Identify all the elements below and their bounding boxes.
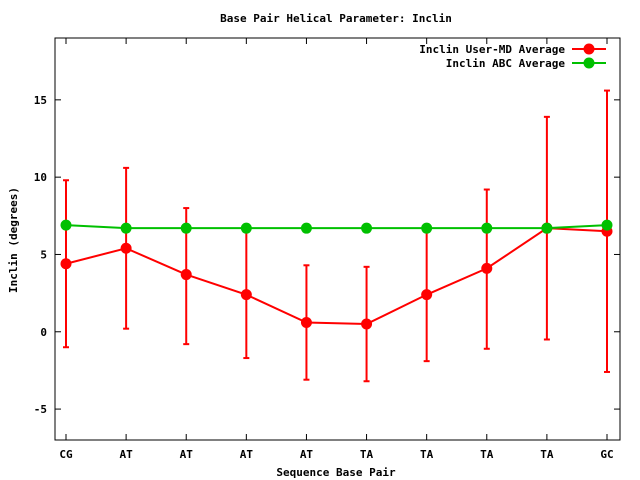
x-tick-label: AT [119, 448, 133, 461]
series-1 [60, 89, 613, 383]
x-tick-label: TA [540, 448, 554, 461]
y-tick-label: 0 [40, 326, 47, 339]
legend-marker [583, 43, 595, 55]
data-point [481, 262, 493, 274]
data-point [60, 258, 72, 270]
data-point [60, 219, 72, 231]
x-tick-label: AT [300, 448, 314, 461]
data-point [180, 222, 192, 234]
x-tick-label: TA [360, 448, 374, 461]
plot-frame [54, 37, 621, 441]
series-line [65, 224, 608, 230]
data-point [180, 269, 192, 281]
data-point [421, 289, 433, 301]
data-point [240, 222, 252, 234]
y-tick-label: -5 [34, 403, 47, 416]
x-tick-label: GC [600, 448, 613, 461]
x-axis-label: Sequence Base Pair [276, 466, 396, 479]
legend-label: Inclin ABC Average [446, 57, 566, 70]
x-tick-label: AT [180, 448, 194, 461]
series-line [65, 227, 608, 326]
data-point [361, 222, 373, 234]
data-point [601, 219, 613, 231]
data-point [240, 289, 252, 301]
y-axis-label: Inclin (degrees) [7, 187, 20, 293]
chart-title: Base Pair Helical Parameter: Inclin [220, 12, 452, 25]
data-point [300, 316, 312, 328]
y-tick-label: 15 [34, 94, 47, 107]
series-layer [60, 89, 613, 383]
data-point [481, 222, 493, 234]
legend-marker [583, 57, 595, 69]
data-point [361, 318, 373, 330]
x-tick-label: TA [480, 448, 494, 461]
y-tick-label: 10 [34, 171, 47, 184]
legend-label: Inclin User-MD Average [419, 43, 565, 56]
x-tick-label: CG [59, 448, 73, 461]
y-tick-label: 5 [40, 248, 47, 261]
axis-ticks: -5 0 5 10 15 CG AT AT AT AT TA TA TA TA GC [34, 38, 620, 461]
x-tick-label: TA [420, 448, 434, 461]
series-2 [60, 219, 613, 234]
x-tick-label: AT [240, 448, 254, 461]
data-point [421, 222, 433, 234]
data-point [300, 222, 312, 234]
data-point [120, 222, 132, 234]
data-point [541, 222, 553, 234]
data-point [120, 242, 132, 254]
